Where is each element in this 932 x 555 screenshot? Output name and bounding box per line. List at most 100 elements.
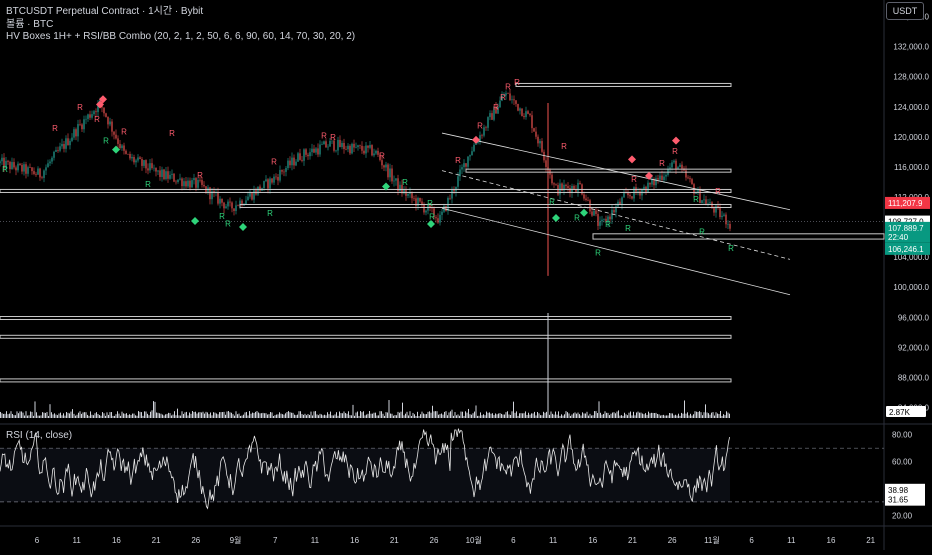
volume-bar	[727, 412, 729, 418]
signal-label: R	[549, 197, 555, 206]
candle-body	[575, 189, 577, 192]
volume-bar	[460, 411, 462, 418]
volume-bar	[246, 411, 247, 418]
candle	[19, 162, 21, 166]
volume-bar	[529, 414, 531, 418]
candle-body	[291, 157, 293, 166]
candle-body	[523, 116, 525, 118]
candle-body	[625, 192, 627, 194]
candle-body	[713, 207, 715, 213]
volume-bar	[372, 413, 373, 418]
volume-bar	[453, 415, 454, 418]
volume-bar	[708, 413, 709, 418]
hv-box	[0, 188, 732, 193]
signal-label: R	[631, 175, 637, 184]
candle-body	[109, 121, 111, 125]
indicator-legend[interactable]: HV Boxes 1H+ + RSI/BB Combo (20, 2, 1, 2…	[6, 31, 356, 42]
volume-bar	[513, 401, 514, 418]
volume-bar	[622, 415, 624, 418]
volume-bar	[310, 411, 312, 418]
candle	[265, 175, 267, 183]
volume-bar	[237, 414, 238, 418]
candle	[155, 167, 157, 177]
volume-bar	[570, 415, 571, 418]
candle-body	[49, 161, 51, 164]
candle	[387, 162, 389, 180]
volume-bar	[94, 413, 96, 418]
candle	[73, 127, 75, 140]
candle-body	[677, 167, 679, 170]
volume-legend[interactable]: 볼륨 · BTC	[6, 19, 54, 30]
volume-bar	[573, 413, 574, 418]
price-tag-bg	[885, 196, 930, 209]
candle-body	[679, 164, 681, 168]
candle-body	[115, 134, 117, 139]
signal-label: R	[271, 158, 277, 167]
candle	[197, 177, 199, 191]
candle-body	[565, 184, 567, 187]
volume-bar	[658, 414, 660, 418]
candle	[273, 174, 275, 185]
price-tag-bg	[885, 230, 930, 243]
candle	[371, 144, 373, 157]
candle-body	[45, 167, 47, 171]
candle	[555, 183, 557, 186]
currency-button[interactable]: USDT	[886, 2, 924, 20]
candle	[613, 207, 615, 215]
volume-bar	[639, 412, 640, 418]
volume-bar	[241, 415, 243, 418]
candle-body	[375, 150, 377, 154]
candle	[439, 210, 441, 226]
symbol-legend[interactable]: BTCUSDT Perpetual Contract · 1시간 · Bybit	[6, 6, 204, 17]
candle	[43, 169, 45, 183]
candle-body	[383, 165, 385, 168]
volume-bar	[36, 412, 37, 418]
volume-bar	[24, 415, 25, 418]
volume-bar	[189, 412, 190, 418]
rsi-tick-label: 80.00	[892, 431, 913, 440]
candle	[25, 161, 27, 179]
rsi-tag-bg	[885, 493, 925, 506]
candle	[447, 196, 449, 215]
volume-bar	[247, 415, 249, 418]
candle-body	[513, 99, 515, 101]
volume-bar	[283, 414, 285, 418]
candle	[611, 205, 613, 224]
candle-body	[673, 160, 675, 163]
rsi-legend[interactable]: RSI (14, close)	[6, 430, 73, 441]
candle	[17, 161, 19, 173]
candle	[355, 142, 357, 149]
diamond-icon	[191, 217, 199, 226]
candle-body	[321, 144, 323, 146]
volume-bar	[330, 411, 331, 418]
volume-bar	[295, 415, 297, 418]
candle-body	[55, 149, 57, 152]
candle-body	[379, 154, 381, 161]
candle-body	[541, 141, 543, 152]
candle-body	[173, 173, 175, 182]
candle-body	[579, 182, 581, 185]
candle-body	[419, 197, 421, 202]
candle	[691, 177, 693, 185]
candle	[527, 109, 529, 115]
candle-body	[349, 145, 351, 154]
volume-bar	[411, 415, 412, 418]
volume-bar	[48, 415, 49, 418]
price-tick-label: 88,000.0	[898, 373, 930, 382]
candle	[351, 142, 353, 155]
volume-bar	[478, 415, 480, 418]
candle	[223, 201, 225, 214]
candle	[375, 149, 377, 155]
candle-body	[71, 137, 73, 141]
candle-body	[181, 178, 183, 187]
diamond-icon	[382, 182, 390, 191]
candle	[663, 171, 665, 183]
candle-body	[359, 145, 361, 146]
candle	[363, 146, 365, 155]
signal-label: R	[625, 224, 631, 233]
volume-bar	[724, 415, 726, 418]
candle	[285, 165, 287, 177]
volume-bar	[333, 415, 334, 418]
